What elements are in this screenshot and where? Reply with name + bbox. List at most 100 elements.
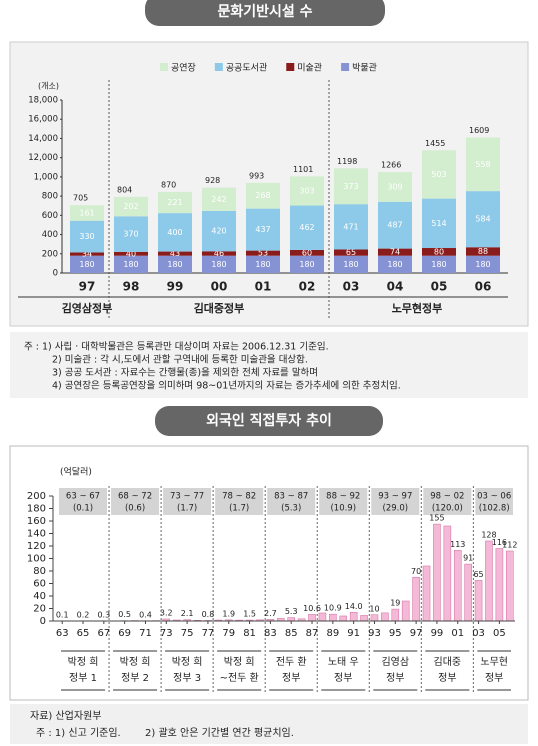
bar-segment — [114, 255, 148, 273]
y-tick-label: 12,000 — [28, 153, 58, 163]
value-label: 400 — [167, 228, 182, 237]
government-label: 노무현 — [480, 656, 508, 668]
bar-segment — [422, 255, 456, 273]
x-tick-label: 97 — [410, 628, 423, 639]
bar-segment — [466, 137, 500, 192]
bar-segment — [334, 168, 368, 205]
section-pill — [145, 0, 385, 26]
x-tick-label: 02 — [299, 280, 316, 294]
x-tick-label: 01 — [255, 280, 272, 294]
value-label: 180 — [167, 260, 182, 269]
bar-segment — [290, 255, 324, 273]
bar-segment — [334, 204, 368, 250]
bar-segment — [202, 187, 236, 211]
total-label: 1266 — [381, 161, 401, 170]
total-label: 870 — [161, 180, 176, 189]
value-label: 180 — [475, 260, 490, 269]
value-label: 268 — [255, 191, 270, 200]
x-tick-label: 91 — [347, 628, 360, 639]
period-average: (1.7) — [229, 504, 249, 514]
x-tick-label: 77 — [202, 628, 215, 639]
value-label: 161 — [79, 208, 94, 217]
value-label: 1.5 — [243, 610, 256, 619]
bar — [370, 614, 379, 622]
government-label: 정부 3 — [173, 672, 201, 684]
value-label: 91 — [463, 554, 473, 563]
value-label: 221 — [167, 198, 182, 207]
value-label: 487 — [387, 221, 402, 230]
government-label: 정부 2 — [121, 672, 149, 684]
government-label: 박정 희 — [172, 656, 203, 668]
total-label: 993 — [249, 171, 264, 180]
x-tick-label: 87 — [306, 628, 319, 639]
bar — [381, 612, 389, 622]
value-label: 0.8 — [202, 610, 215, 619]
value-label: 88 — [478, 247, 488, 256]
period-average: (1.7) — [177, 504, 197, 514]
value-label: 40 — [126, 249, 136, 258]
y-tick-label: 140 — [27, 529, 46, 540]
value-label: 180 — [387, 260, 402, 269]
value-label: 202 — [123, 202, 138, 211]
group-label: 김대중정부 — [194, 301, 245, 315]
government-label: 정부 — [438, 672, 456, 684]
value-label: 0.2 — [77, 610, 90, 619]
bar-segment — [202, 210, 236, 252]
y-tick-label: 80 — [33, 566, 46, 577]
period-range: 93 ~ 97 — [378, 492, 412, 502]
period-average: (0.1) — [73, 504, 93, 514]
value-label: 46 — [214, 249, 224, 258]
x-tick-label: 67 — [97, 628, 110, 639]
y-tick-label: 0 — [40, 616, 46, 627]
y-tick-label: 200 — [42, 249, 58, 259]
y-tick-label: 18,000 — [28, 96, 58, 106]
value-label: 558 — [475, 160, 490, 169]
value-label: 370 — [123, 230, 138, 239]
total-label: 1609 — [469, 126, 489, 135]
period-range: 83 ~ 87 — [274, 492, 308, 502]
x-tick-label: 05 — [493, 628, 506, 639]
x-tick-label: 03 — [472, 628, 485, 639]
bar-segment — [290, 205, 324, 250]
government-label: 박정 희 — [68, 656, 99, 668]
legend-swatch — [341, 63, 350, 71]
value-label: 309 — [387, 182, 402, 191]
value-label: 0.3 — [97, 610, 110, 619]
value-label: 471 — [343, 222, 358, 231]
value-label: 303 — [299, 186, 314, 195]
value-label: 10 — [369, 604, 379, 613]
value-label: 242 — [211, 195, 226, 204]
period-box — [423, 488, 472, 515]
period-range: 78 ~ 82 — [222, 492, 256, 502]
x-tick-label: 73 — [160, 628, 173, 639]
y-tick-label: 1,000 — [34, 172, 58, 182]
value-label: 584 — [475, 215, 490, 224]
bar — [422, 565, 431, 622]
legend-swatch — [286, 63, 295, 71]
bar-segment — [70, 255, 104, 273]
note: 4) 공연장은 등록공연장을 의미하며 98~01년까지의 자료는 증가추세에 … — [52, 380, 401, 392]
total-label: 705 — [73, 194, 88, 203]
value-label: 373 — [343, 182, 358, 191]
government-label: 정부 1 — [69, 672, 97, 684]
bar-segment — [246, 250, 280, 256]
legend-label: 박물관 — [352, 63, 377, 74]
bar-segment — [70, 252, 104, 256]
bar-segment — [202, 255, 236, 273]
value-label: 180 — [255, 260, 270, 269]
bar-segment — [422, 198, 456, 249]
value-label: 0.5 — [118, 610, 131, 619]
x-tick-label: 99 — [431, 628, 444, 639]
period-box — [267, 488, 316, 515]
value-label: 53 — [258, 249, 268, 258]
period-range: 73 ~ 77 — [170, 492, 204, 502]
y-tick-label: 600 — [42, 211, 58, 221]
period-box — [163, 488, 212, 515]
section-pill — [155, 406, 383, 436]
value-label: 128 — [481, 531, 496, 540]
x-tick-label: 00 — [211, 280, 228, 294]
y-tick-label: 120 — [27, 541, 46, 552]
bar — [474, 580, 483, 622]
period-box — [319, 488, 368, 515]
government-label: 박정 희 — [120, 656, 151, 668]
